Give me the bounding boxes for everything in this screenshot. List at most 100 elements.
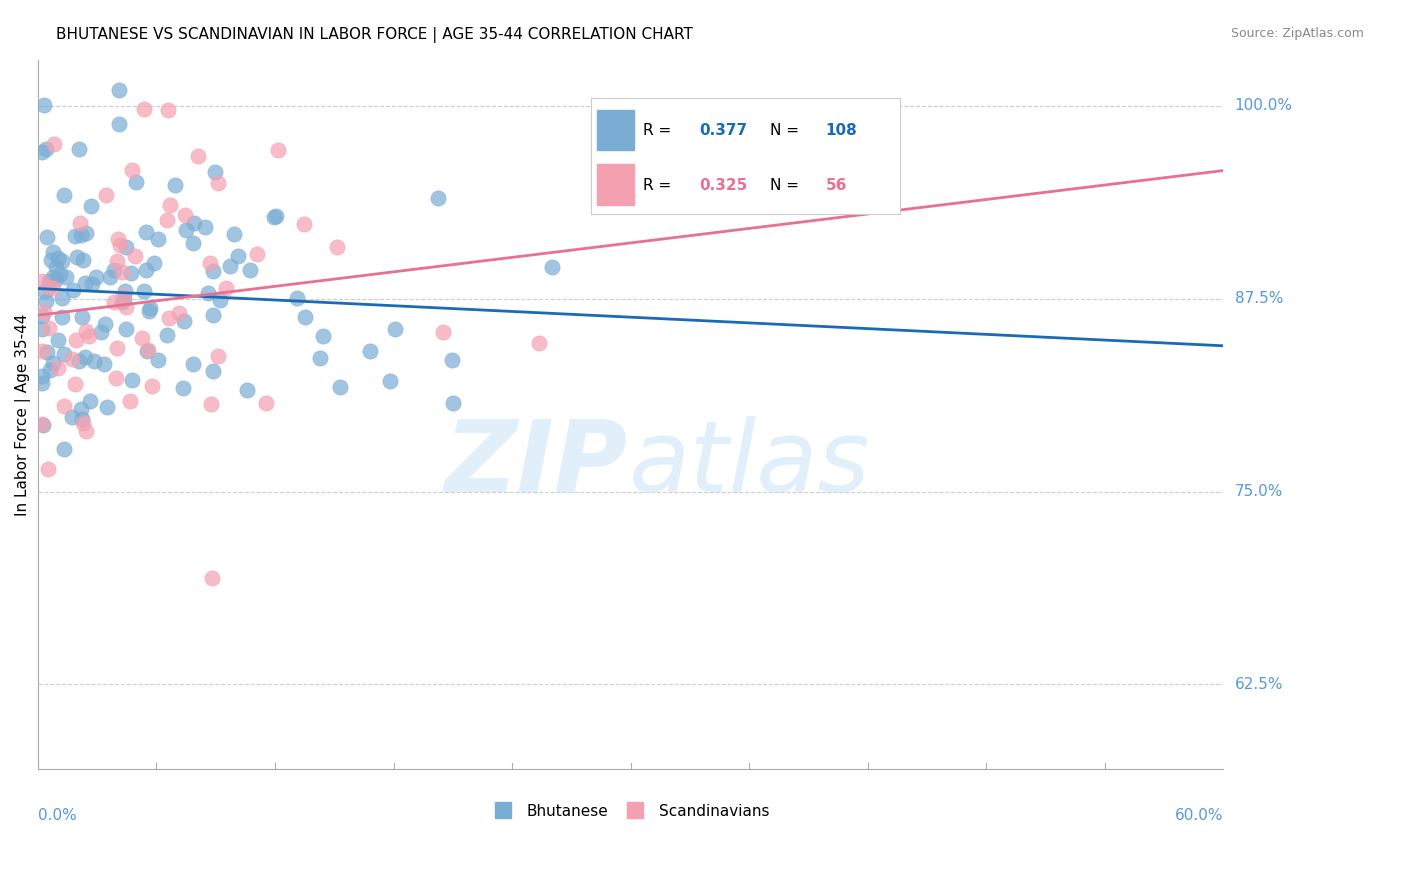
Point xyxy=(31,376,53,390)
Point xyxy=(41,281,63,295)
Point xyxy=(34,284,56,298)
Point xyxy=(70,401,93,416)
Point xyxy=(45,271,67,285)
Point xyxy=(139,301,162,316)
Point xyxy=(111,288,134,302)
Point xyxy=(73,350,96,364)
Point xyxy=(384,321,406,335)
Point xyxy=(46,333,69,347)
Point xyxy=(90,325,112,339)
Point xyxy=(135,343,157,358)
Point xyxy=(63,376,86,391)
Point xyxy=(132,103,155,117)
Point xyxy=(41,253,63,268)
Point xyxy=(201,571,224,585)
Point xyxy=(38,280,60,294)
Point xyxy=(441,395,464,409)
Text: ZIP: ZIP xyxy=(444,416,627,513)
Point xyxy=(163,178,186,192)
Point xyxy=(215,281,238,295)
Point xyxy=(37,462,59,476)
Point xyxy=(202,264,225,278)
Point xyxy=(35,143,58,157)
Point xyxy=(53,400,76,414)
Point xyxy=(285,291,308,305)
Point xyxy=(309,351,332,365)
Point xyxy=(527,336,550,351)
Point xyxy=(83,353,105,368)
Point xyxy=(72,416,94,430)
Point xyxy=(226,249,249,263)
Point xyxy=(114,284,136,298)
Point xyxy=(156,212,179,227)
Point xyxy=(146,232,169,246)
Point xyxy=(432,325,454,339)
Point xyxy=(120,266,142,280)
Text: N =: N = xyxy=(770,123,804,138)
Point xyxy=(65,229,87,244)
Point xyxy=(134,284,156,298)
Point xyxy=(98,269,121,284)
Point xyxy=(121,163,143,178)
Point xyxy=(135,225,157,239)
Point xyxy=(70,228,93,243)
Point xyxy=(45,260,67,274)
Text: 62.5%: 62.5% xyxy=(1234,677,1284,692)
Point xyxy=(167,306,190,320)
Point xyxy=(31,417,53,432)
Point xyxy=(67,142,90,156)
Point xyxy=(105,254,128,268)
Point xyxy=(266,209,288,223)
Text: 60.0%: 60.0% xyxy=(1175,808,1223,823)
Point xyxy=(108,117,131,131)
Point xyxy=(159,310,181,325)
Point xyxy=(111,295,134,310)
Point xyxy=(60,351,83,366)
Point xyxy=(131,331,153,345)
Point xyxy=(426,191,449,205)
Point xyxy=(44,136,66,151)
Point xyxy=(103,263,125,277)
Point xyxy=(209,293,232,307)
Point xyxy=(267,143,290,157)
Point xyxy=(41,356,63,370)
Point xyxy=(311,328,333,343)
Point xyxy=(172,381,194,395)
Point xyxy=(107,232,129,246)
Text: 100.0%: 100.0% xyxy=(1234,98,1292,113)
FancyBboxPatch shape xyxy=(596,110,634,150)
Point xyxy=(201,308,224,322)
Point xyxy=(294,310,316,324)
Point xyxy=(42,245,65,260)
Point xyxy=(142,256,165,270)
Text: 87.5%: 87.5% xyxy=(1234,292,1282,306)
Text: 108: 108 xyxy=(825,123,858,138)
Point xyxy=(360,344,382,359)
Point xyxy=(138,304,160,318)
Point xyxy=(31,344,53,359)
Point xyxy=(148,352,170,367)
Point xyxy=(31,322,53,336)
Point xyxy=(53,442,76,456)
Point xyxy=(159,198,181,212)
Point xyxy=(51,310,73,324)
Point xyxy=(31,145,53,159)
Point xyxy=(38,274,60,288)
Point xyxy=(94,317,117,331)
Point xyxy=(156,327,179,342)
Point xyxy=(246,247,269,261)
Point xyxy=(183,216,205,230)
Legend: Bhutanese, Scandinavians: Bhutanese, Scandinavians xyxy=(485,798,776,825)
Point xyxy=(42,269,65,284)
Point xyxy=(46,360,69,375)
Point xyxy=(105,342,128,356)
Point xyxy=(540,260,562,274)
Point xyxy=(60,409,83,424)
Point xyxy=(292,217,315,231)
Point xyxy=(46,251,69,265)
Point xyxy=(124,249,146,263)
Point xyxy=(181,358,204,372)
Point xyxy=(326,240,349,254)
Point xyxy=(53,347,76,361)
Point xyxy=(93,357,115,371)
